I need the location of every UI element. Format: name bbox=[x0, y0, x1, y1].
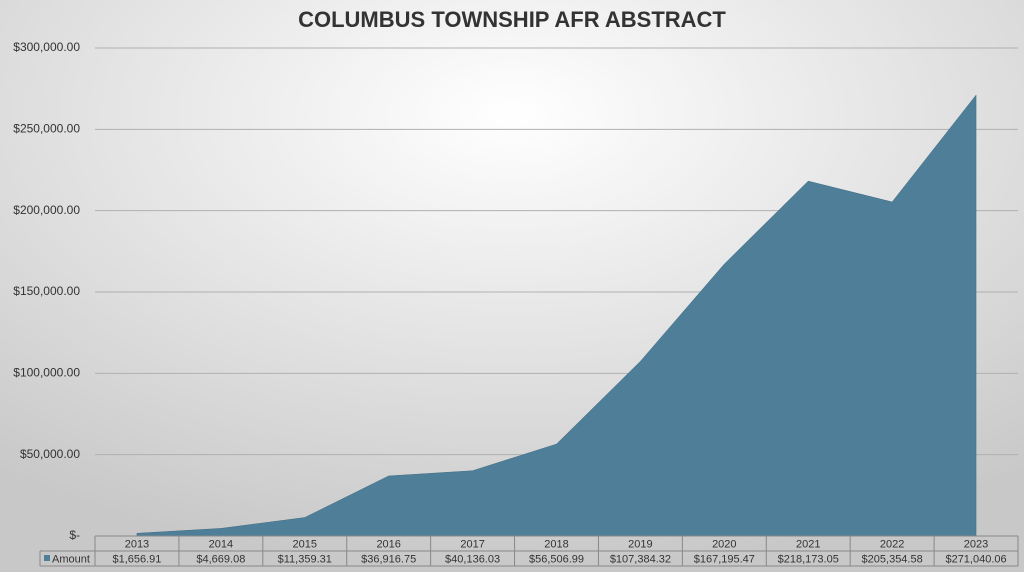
area bbox=[136, 94, 977, 537]
data-label: $11,359.31 bbox=[278, 553, 332, 565]
legend-swatch bbox=[44, 555, 50, 561]
y-tick-label: $50,000.00 bbox=[20, 447, 80, 461]
chart-title: COLUMBUS TOWNSHIP AFR ABSTRACT bbox=[298, 7, 726, 32]
y-tick-label: $100,000.00 bbox=[13, 366, 80, 380]
y-tick-label: $250,000.00 bbox=[13, 122, 80, 136]
data-label: $36,916.75 bbox=[361, 553, 416, 565]
data-label: $56,506.99 bbox=[529, 553, 584, 565]
x-tick-label: 2018 bbox=[544, 538, 568, 550]
x-tick-label: 2017 bbox=[460, 538, 484, 550]
x-tick-label: 2019 bbox=[628, 538, 652, 550]
data-label: $107,384.32 bbox=[610, 553, 671, 565]
x-tick-label: 2016 bbox=[376, 538, 400, 550]
legend-label: Amount bbox=[52, 553, 90, 565]
x-tick-label: 2022 bbox=[880, 538, 904, 550]
data-label: $271,040.06 bbox=[945, 553, 1006, 565]
data-label: $218,173.05 bbox=[778, 553, 839, 565]
x-tick-label: 2023 bbox=[964, 538, 988, 550]
x-tick-label: 2014 bbox=[209, 538, 233, 550]
y-tick-label: $- bbox=[69, 528, 80, 542]
y-tick-label: $200,000.00 bbox=[13, 203, 80, 217]
x-tick-label: 2015 bbox=[293, 538, 317, 550]
x-tick-label: 2013 bbox=[125, 538, 149, 550]
x-tick-label: 2021 bbox=[796, 538, 820, 550]
y-tick-label: $150,000.00 bbox=[13, 284, 80, 298]
x-tick-label: 2020 bbox=[712, 538, 736, 550]
data-label: $40,136.03 bbox=[445, 553, 500, 565]
data-label: $205,354.58 bbox=[862, 553, 923, 565]
data-label: $1,656.91 bbox=[112, 553, 161, 565]
data-label: $167,195.47 bbox=[694, 553, 755, 565]
data-label: $4,669.08 bbox=[196, 553, 245, 565]
y-tick-label: $300,000.00 bbox=[13, 40, 80, 54]
